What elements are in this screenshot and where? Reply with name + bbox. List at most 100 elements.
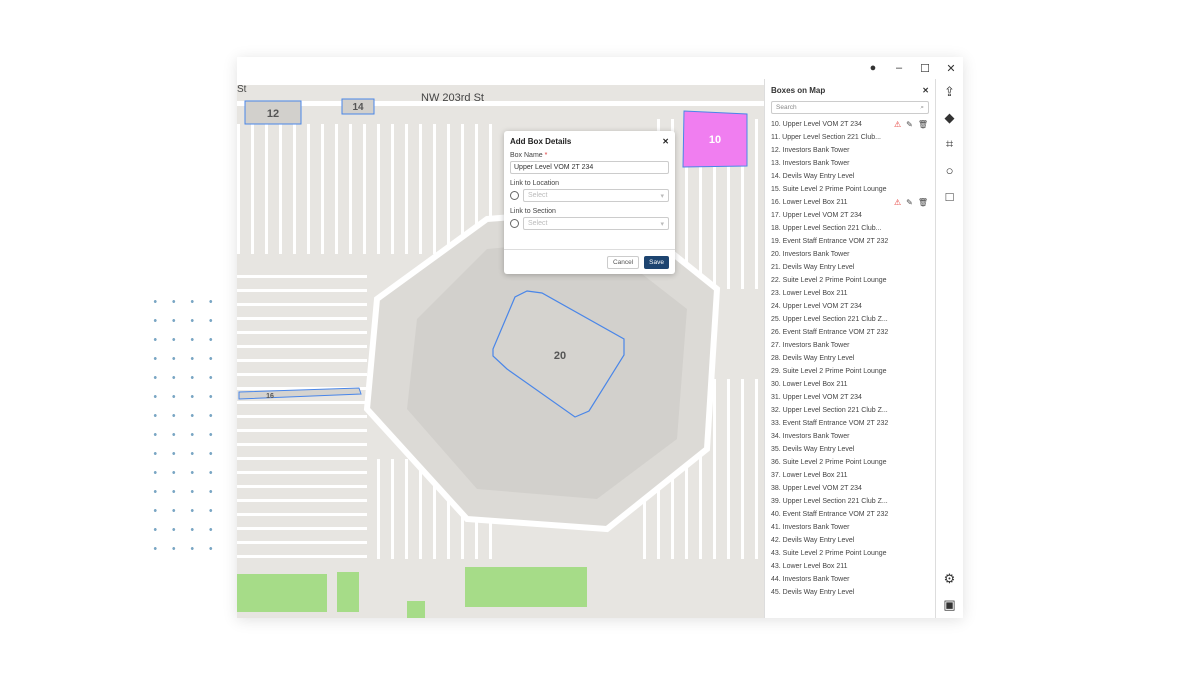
- search-icon: ⌕: [920, 103, 924, 111]
- list-item[interactable]: 36. Suite Level 2 Prime Point Lounge: [765, 456, 935, 469]
- close-icon[interactable]: ✕: [922, 86, 929, 95]
- square-icon[interactable]: □: [945, 188, 954, 204]
- map-canvas[interactable]: NW 203rd St St 12 14 10 20 16 Add Box De…: [237, 79, 764, 618]
- warning-icon: ⚠: [893, 120, 902, 129]
- list-item[interactable]: 12. Investors Bank Tower: [765, 144, 935, 157]
- list-item[interactable]: 19. Event Staff Entrance VOM 2T 232: [765, 235, 935, 248]
- list-item[interactable]: 14. Devils Way Entry Level: [765, 170, 935, 183]
- list-item[interactable]: 21. Devils Way Entry Level: [765, 261, 935, 274]
- list-item[interactable]: 37. Lower Level Box 211: [765, 469, 935, 482]
- map-box-12[interactable]: 12: [244, 100, 302, 125]
- list-item-label: 30. Lower Level Box 211: [771, 381, 848, 388]
- parking-stripes: [237, 124, 497, 254]
- list-item[interactable]: 11. Upper Level Section 221 Club...: [765, 131, 935, 144]
- upload-icon[interactable]: ⇪: [944, 84, 955, 99]
- box-name-input[interactable]: Upper Level VOM 2T 234: [510, 161, 669, 174]
- list-item[interactable]: 45. Devils Way Entry Level: [765, 586, 935, 599]
- list-item[interactable]: 16. Lower Level Box 211 ⚠ ✎ 🗑: [765, 196, 935, 209]
- link-section-radio[interactable]: [510, 219, 519, 228]
- list-item-label: 18. Upper Level Section 221 Club...: [771, 225, 882, 232]
- map-svg: NW 203rd St St 12 14 10 20 16: [237, 79, 764, 618]
- svg-text:14: 14: [352, 102, 364, 113]
- link-section-label: Link to Section: [510, 208, 556, 215]
- settings-icon[interactable]: ⚙: [943, 571, 956, 586]
- list-item-label: 22. Suite Level 2 Prime Point Lounge: [771, 277, 887, 284]
- svg-text:20: 20: [554, 350, 566, 362]
- list-item[interactable]: 44. Investors Bank Tower: [765, 573, 935, 586]
- list-item[interactable]: 39. Upper Level Section 221 Club Z...: [765, 495, 935, 508]
- map-box-20[interactable]: 20: [492, 290, 625, 418]
- list-item[interactable]: 26. Event Staff Entrance VOM 2T 232: [765, 326, 935, 339]
- account-icon[interactable]: ●: [869, 62, 877, 74]
- list-item[interactable]: 23. Lower Level Box 211: [765, 287, 935, 300]
- list-item-label: 37. Lower Level Box 211: [771, 472, 848, 479]
- list-item[interactable]: 15. Suite Level 2 Prime Point Lounge: [765, 183, 935, 196]
- cancel-button[interactable]: Cancel: [606, 255, 640, 269]
- list-item[interactable]: 29. Suite Level 2 Prime Point Lounge: [765, 365, 935, 378]
- polygon-icon[interactable]: ⌗: [945, 136, 954, 151]
- list-item[interactable]: 20. Investors Bank Tower: [765, 248, 935, 261]
- list-item[interactable]: 13. Investors Bank Tower: [765, 157, 935, 170]
- list-item[interactable]: 43. Lower Level Box 211: [765, 560, 935, 573]
- chevron-down-icon: ▾: [660, 193, 664, 200]
- list-item[interactable]: 27. Investors Bank Tower: [765, 339, 935, 352]
- list-item[interactable]: 28. Devils Way Entry Level: [765, 352, 935, 365]
- list-item-label: 14. Devils Way Entry Level: [771, 173, 855, 180]
- section-select[interactable]: Select ▾: [523, 217, 669, 230]
- list-item-label: 29. Suite Level 2 Prime Point Lounge: [771, 368, 887, 375]
- list-item-label: 10. Upper Level VOM 2T 234: [771, 121, 862, 128]
- list-item[interactable]: 32. Upper Level Section 221 Club Z...: [765, 404, 935, 417]
- list-item[interactable]: 42. Devils Way Entry Level: [765, 534, 935, 547]
- list-item[interactable]: 41. Investors Bank Tower: [765, 521, 935, 534]
- save-icon[interactable]: ▣: [943, 597, 956, 612]
- list-item-label: 41. Investors Bank Tower: [771, 524, 850, 531]
- list-item-label: 43. Suite Level 2 Prime Point Lounge: [771, 550, 887, 557]
- map-box-10[interactable]: 10: [682, 110, 748, 168]
- list-item-label: 38. Upper Level VOM 2T 234: [771, 485, 862, 492]
- close-button[interactable]: ✕: [946, 62, 956, 75]
- box-list: 10. Upper Level VOM 2T 234 ⚠ ✎ 🗑 11. Upper L…: [765, 118, 935, 599]
- save-button[interactable]: Save: [644, 255, 669, 269]
- list-item[interactable]: 18. Upper Level Section 221 Club...: [765, 222, 935, 235]
- list-item[interactable]: 43. Suite Level 2 Prime Point Lounge: [765, 547, 935, 560]
- list-item[interactable]: 33. Event Staff Entrance VOM 2T 232: [765, 417, 935, 430]
- list-item-label: 28. Devils Way Entry Level: [771, 355, 855, 362]
- location-pin-icon[interactable]: ◆: [944, 110, 955, 125]
- list-item[interactable]: 35. Devils Way Entry Level: [765, 443, 935, 456]
- list-item[interactable]: 22. Suite Level 2 Prime Point Lounge: [765, 274, 935, 287]
- list-item-label: 43. Lower Level Box 211: [771, 563, 848, 570]
- minimize-button[interactable]: –: [895, 62, 903, 74]
- right-toolbar: ⇪ ◆ ⌗ ○ □ ⚙ ▣: [935, 79, 963, 618]
- search-input[interactable]: Search ⌕: [771, 101, 929, 114]
- list-item-label: 11. Upper Level Section 221 Club...: [771, 134, 881, 141]
- list-item[interactable]: 10. Upper Level VOM 2T 234 ⚠ ✎ 🗑: [765, 118, 935, 131]
- list-item[interactable]: 24. Upper Level VOM 2T 234: [765, 300, 935, 313]
- list-item-label: 23. Lower Level Box 211: [771, 290, 848, 297]
- trash-icon[interactable]: 🗑: [917, 120, 928, 129]
- circle-icon[interactable]: ○: [945, 162, 954, 178]
- link-location-label: Link to Location: [510, 180, 560, 187]
- list-item[interactable]: 30. Lower Level Box 211: [765, 378, 935, 391]
- map-box-16[interactable]: 16: [238, 387, 362, 400]
- edit-icon[interactable]: ✎: [906, 120, 913, 129]
- list-item[interactable]: 31. Upper Level VOM 2T 234: [765, 391, 935, 404]
- list-item[interactable]: 38. Upper Level VOM 2T 234: [765, 482, 935, 495]
- list-item-label: 33. Event Staff Entrance VOM 2T 232: [771, 420, 889, 427]
- list-item-label: 20. Investors Bank Tower: [771, 251, 850, 258]
- map-box-14[interactable]: 14: [341, 98, 375, 115]
- list-item[interactable]: 17. Upper Level VOM 2T 234: [765, 209, 935, 222]
- list-item[interactable]: 25. Upper Level Section 221 Club Z...: [765, 313, 935, 326]
- trash-icon[interactable]: 🗑: [917, 198, 928, 207]
- location-select[interactable]: Select ▾: [523, 189, 669, 202]
- list-item-label: 12. Investors Bank Tower: [771, 147, 850, 154]
- maximize-button[interactable]: ☐: [920, 62, 930, 75]
- close-icon[interactable]: ✕: [662, 137, 669, 146]
- list-item[interactable]: 40. Event Staff Entrance VOM 2T 232: [765, 508, 935, 521]
- item-actions: ⚠ ✎ 🗑: [894, 198, 928, 207]
- link-location-radio[interactable]: [510, 191, 519, 200]
- street-label: NW 203rd St: [421, 92, 484, 104]
- list-item-label: 36. Suite Level 2 Prime Point Lounge: [771, 459, 887, 466]
- list-item-label: 40. Event Staff Entrance VOM 2T 232: [771, 511, 889, 518]
- list-item[interactable]: 34. Investors Bank Tower: [765, 430, 935, 443]
- edit-icon[interactable]: ✎: [906, 198, 913, 207]
